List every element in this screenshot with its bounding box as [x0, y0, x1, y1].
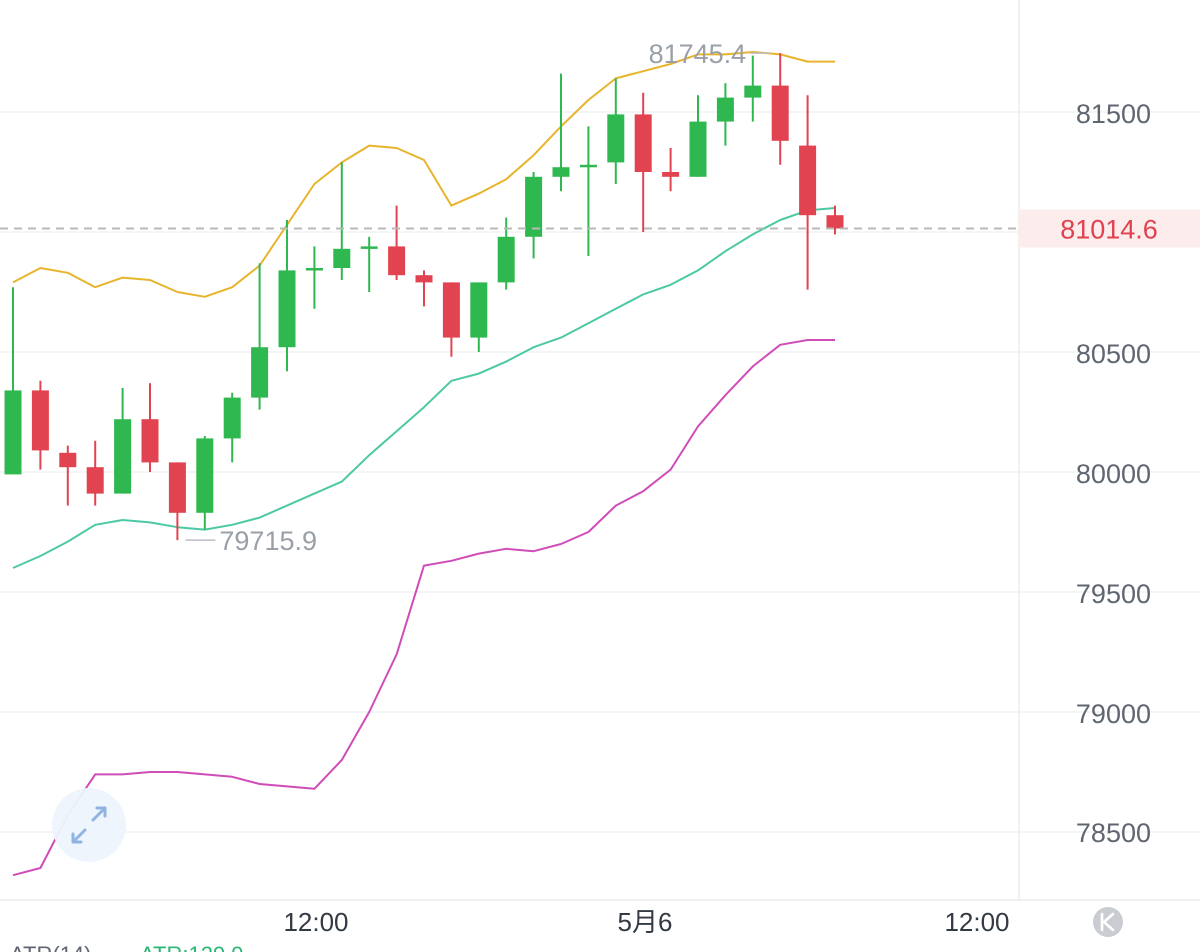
candle [579, 126, 597, 256]
indicator-line [12, 339, 835, 877]
candle-body [634, 114, 652, 172]
candle-body [497, 236, 515, 283]
candle [525, 172, 543, 259]
candle [442, 282, 460, 357]
candle-body [442, 282, 460, 338]
candle-body [278, 270, 296, 348]
candle-body [59, 452, 77, 468]
candle [799, 95, 817, 290]
candle [388, 205, 406, 280]
candle-body [716, 97, 734, 122]
candle [4, 287, 22, 475]
candle [196, 436, 214, 530]
candle [689, 95, 707, 177]
x-tick-label: 12:00 [944, 907, 1009, 937]
current-price-tag [1019, 209, 1200, 248]
candle [360, 236, 378, 292]
candle-body [579, 164, 597, 168]
price-axis: 81500 80500 80000 79500 79000 78500 [1076, 99, 1151, 848]
candle [59, 445, 77, 506]
indicator-line [12, 207, 836, 569]
max-price-label: 81745.4 [649, 39, 747, 69]
candle-body [168, 462, 186, 513]
min-price-label: 79715.9 [219, 526, 317, 556]
candle [716, 83, 734, 146]
candle-body [86, 467, 104, 494]
candle-body [223, 397, 241, 439]
candle [634, 92, 652, 232]
candle-body [333, 248, 351, 268]
candle [141, 383, 159, 472]
candle-body [552, 167, 570, 177]
candle-body [31, 390, 49, 451]
candle [223, 392, 241, 463]
candle [662, 148, 680, 192]
candle [251, 263, 269, 410]
k-logo-icon[interactable] [1093, 907, 1123, 937]
candle [497, 217, 515, 290]
y-tick-label: 80000 [1076, 459, 1151, 489]
indicator-value-label: ATR:129.9 [140, 942, 244, 952]
current-price-label: 81014.6 [1060, 214, 1158, 244]
candle [552, 73, 570, 192]
candle [305, 246, 323, 309]
candle-body [525, 176, 543, 237]
candle-body [771, 85, 789, 141]
candle [114, 388, 132, 494]
candle-body [826, 215, 844, 229]
candle [826, 205, 844, 235]
x-tick-label: 12:00 [283, 907, 348, 937]
candle [168, 462, 186, 541]
y-tick-label: 79500 [1076, 579, 1151, 609]
candle-body [799, 145, 817, 216]
indicator-lines [12, 51, 836, 877]
candle-body [196, 438, 214, 513]
candle [771, 53, 789, 165]
candle-body [141, 419, 159, 463]
x-tick-label: 5月6 [618, 907, 673, 937]
expand-arrows-icon[interactable] [52, 788, 126, 862]
y-tick-label: 79000 [1076, 699, 1151, 729]
candle-body [388, 246, 406, 276]
candle-body [470, 282, 488, 338]
indicator-line [12, 51, 835, 298]
candle [607, 78, 625, 184]
candle [86, 440, 104, 506]
candles [4, 53, 844, 541]
candle-body [607, 114, 625, 163]
candle [415, 270, 433, 307]
y-tick-label: 78500 [1076, 818, 1151, 848]
y-tick-label: 80500 [1076, 339, 1151, 369]
candle [333, 162, 351, 280]
candle [31, 380, 49, 470]
candle-body [114, 419, 132, 494]
candle-body [415, 275, 433, 283]
candle-body [305, 268, 323, 271]
candle [278, 220, 296, 372]
indicator-name-label: ATR(14) [10, 942, 92, 952]
candle-body [4, 390, 22, 475]
candle-body [251, 347, 269, 398]
candle-body [744, 85, 762, 98]
candle-body [662, 172, 680, 177]
candle [744, 55, 762, 122]
candle-body [689, 121, 707, 177]
candle [470, 282, 488, 352]
candle-body [360, 246, 378, 249]
y-tick-label: 81500 [1076, 99, 1151, 129]
time-axis: 12:00 5月6 12:00 [283, 907, 1009, 937]
